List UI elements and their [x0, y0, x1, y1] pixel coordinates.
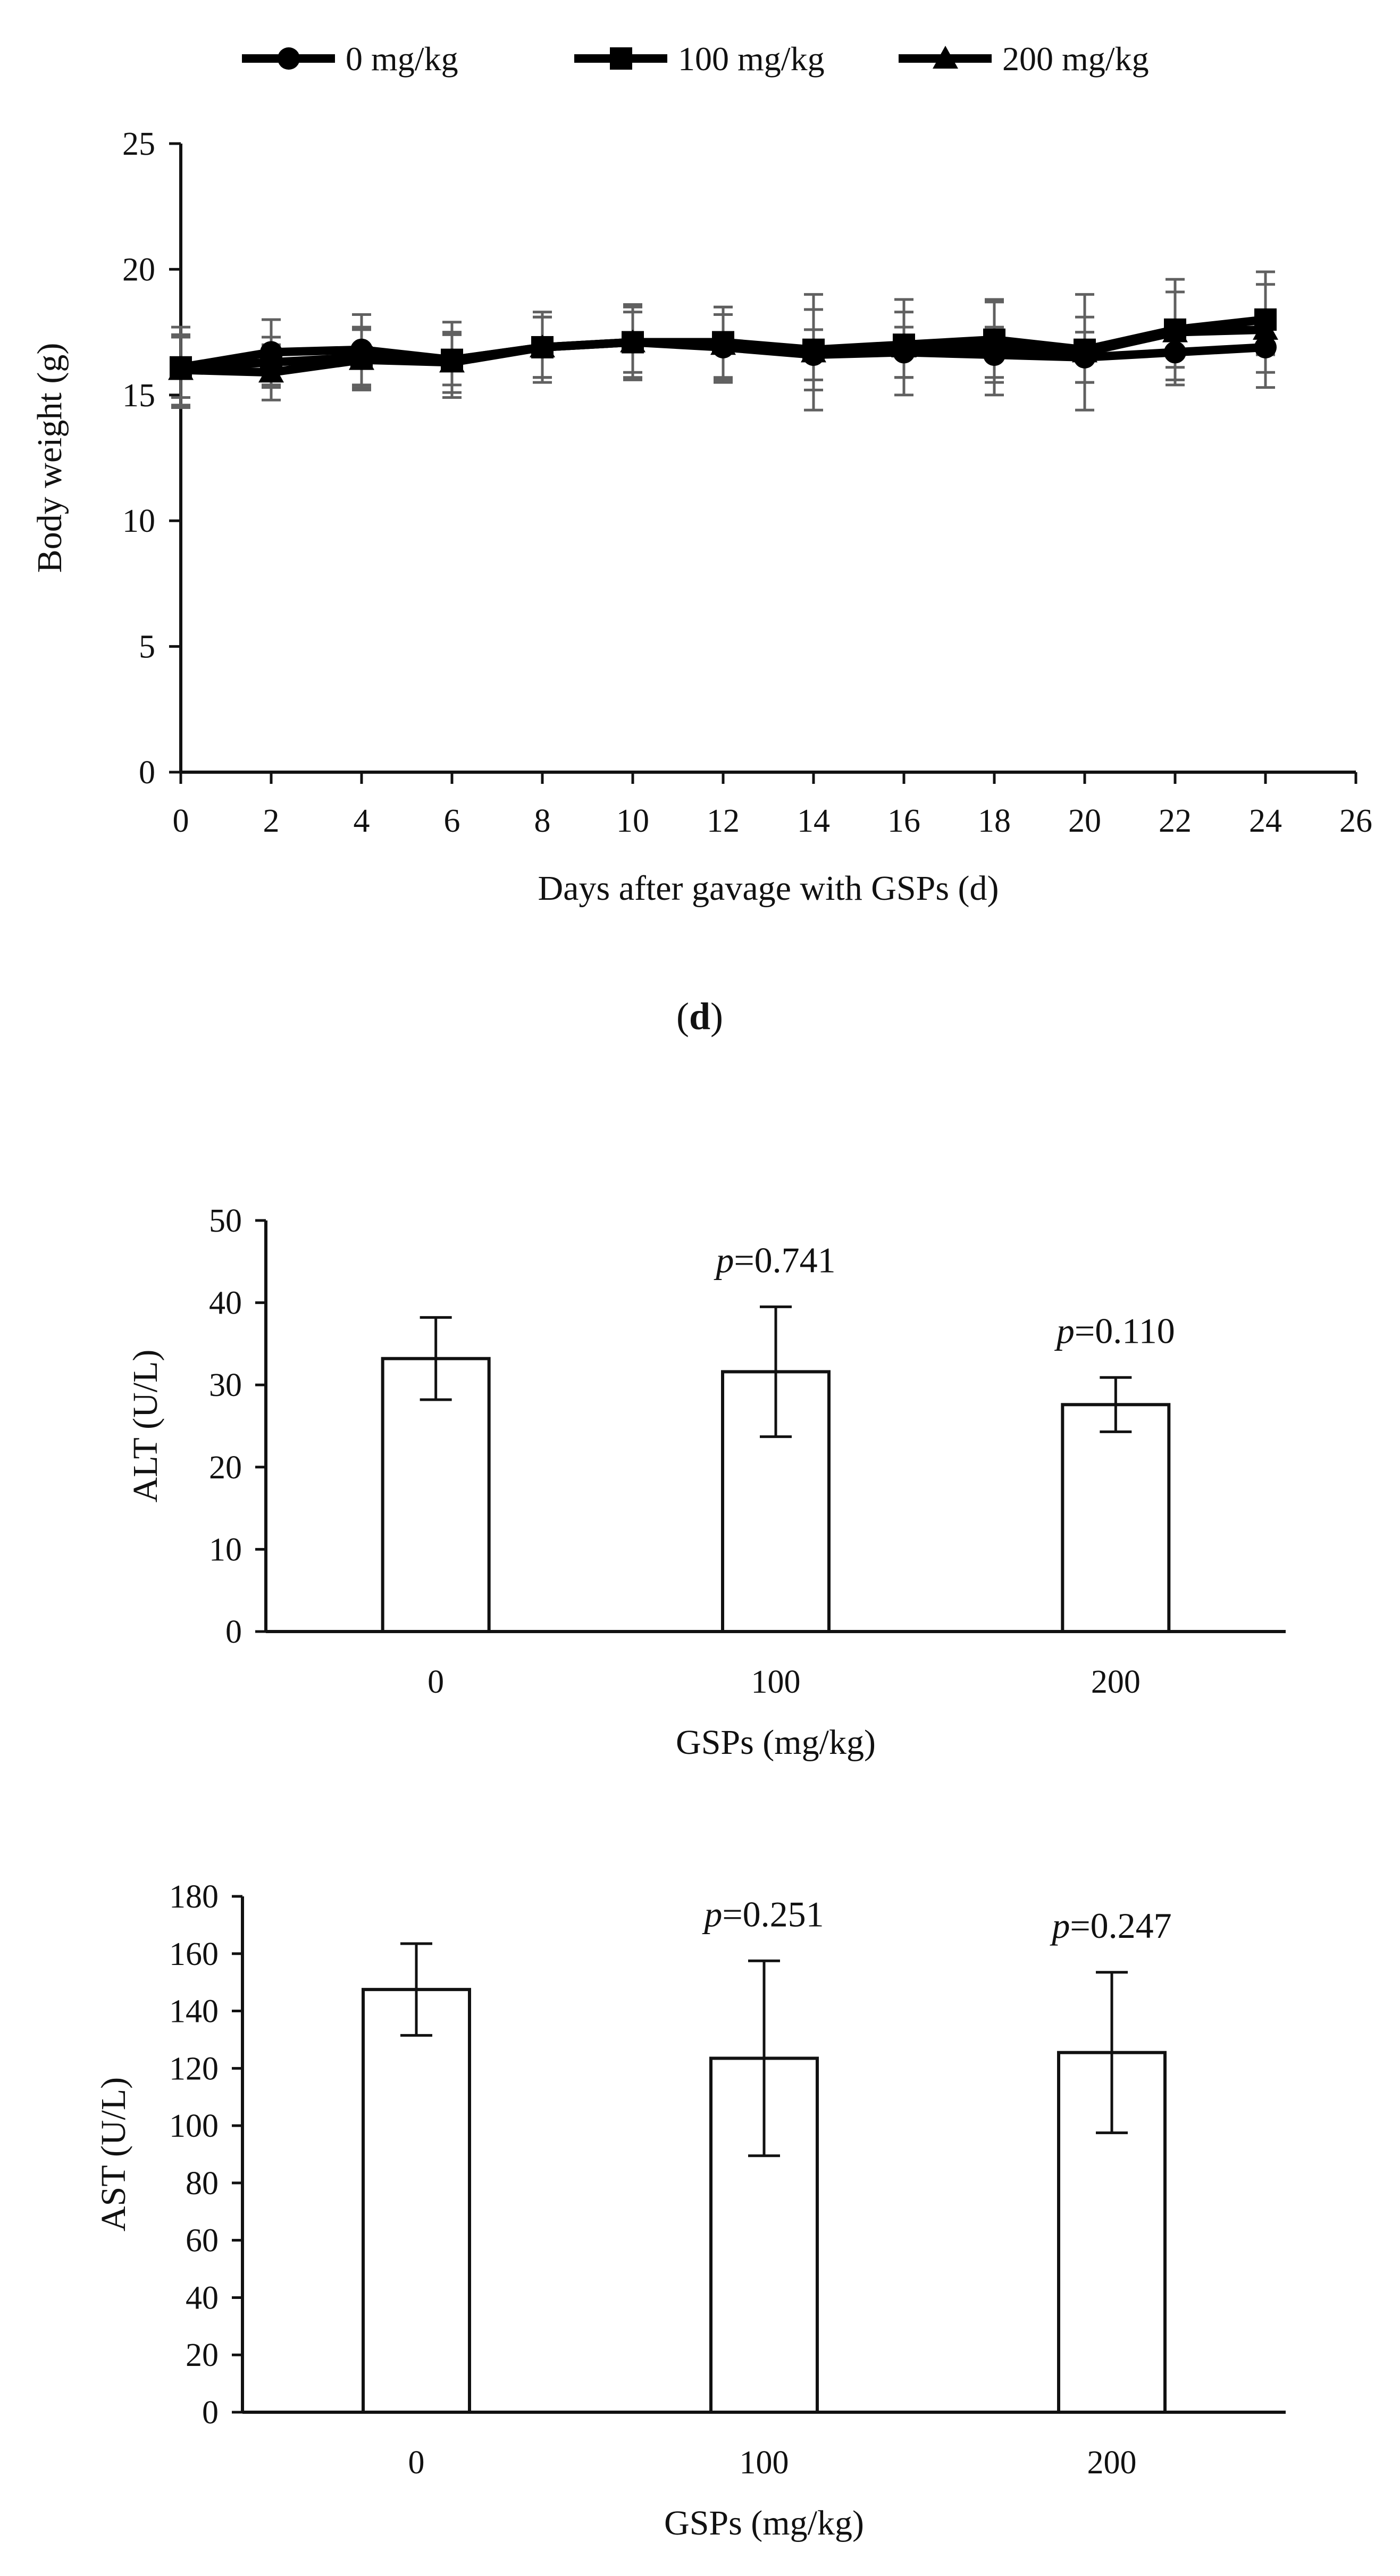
p-value: =0.110 [1075, 1310, 1175, 1351]
data-point [982, 334, 1007, 357]
y-tick-label: 15 [122, 378, 155, 414]
bar [362, 1988, 471, 2414]
p-symbol: p [702, 1894, 722, 1934]
data-point [530, 334, 555, 357]
x-axis-title: GSPs (mg/kg) [664, 2504, 864, 2542]
x-tick-label: 100 [751, 1664, 801, 1700]
x-axis-title: GSPs (mg/kg) [676, 1723, 876, 1762]
y-tick-label: 80 [186, 2165, 219, 2202]
x-tick-label: 24 [1249, 803, 1282, 839]
x-tick-label: 8 [534, 803, 551, 839]
y-tick-label: 0 [202, 2395, 219, 2431]
y-axis-title: AST (U/L) [94, 2077, 133, 2231]
y-tick-label: 25 [122, 126, 155, 162]
p-symbol: p [1050, 1905, 1070, 1946]
y-tick-label: 0 [225, 1614, 242, 1650]
x-tick-label: 0 [427, 1664, 444, 1700]
x-axis-title: Days after gavage with GSPs (d) [538, 869, 999, 908]
bar [1061, 1403, 1171, 1633]
legend-marker [278, 47, 300, 70]
y-axis-title: ALT (U/L) [126, 1350, 165, 1503]
data-point [258, 359, 284, 383]
p-value-label: p=0.247 [1050, 1905, 1171, 1946]
x-tick-label: 16 [887, 803, 920, 839]
x-tick-label: 6 [444, 803, 460, 839]
legend-label: 200 mg/kg [1002, 40, 1149, 78]
y-tick-label: 10 [209, 1532, 242, 1568]
y-tick-label: 20 [122, 252, 155, 288]
x-tick-label: 0 [408, 2445, 425, 2481]
data-point [1253, 316, 1278, 340]
legend-marker [933, 46, 958, 69]
legend-marker [610, 47, 632, 70]
y-tick-label: 120 [169, 2051, 219, 2087]
data-point [620, 329, 645, 353]
x-tick-label: 4 [354, 803, 370, 839]
y-tick-label: 180 [169, 1879, 219, 1915]
x-tick-label: 20 [1068, 803, 1101, 839]
x-tick-label: 12 [707, 803, 740, 839]
data-point [891, 334, 917, 357]
x-tick-label: 10 [616, 803, 649, 839]
y-tick-label: 140 [169, 1994, 219, 2030]
y-axis-title: Body weight (g) [30, 343, 69, 573]
x-tick-label: 200 [1091, 1664, 1141, 1700]
p-symbol: p [714, 1240, 734, 1280]
y-tick-label: 20 [186, 2337, 219, 2373]
x-tick-label: 14 [797, 803, 830, 839]
x-tick-label: 200 [1087, 2445, 1137, 2481]
legend-label: 0 mg/kg [346, 40, 458, 78]
y-tick-label: 60 [186, 2223, 219, 2259]
x-tick-label: 18 [978, 803, 1011, 839]
p-symbol: p [1054, 1310, 1075, 1351]
y-tick-label: 5 [139, 629, 155, 665]
data-point [1162, 319, 1188, 342]
p-value: =0.247 [1070, 1905, 1171, 1946]
y-tick-label: 50 [209, 1203, 242, 1239]
y-tick-label: 30 [209, 1367, 242, 1403]
data-point [1254, 336, 1277, 358]
y-tick-label: 40 [209, 1285, 242, 1322]
x-tick-label: 0 [173, 803, 189, 839]
legend-label: 100 mg/kg [678, 40, 825, 78]
y-tick-label: 0 [139, 755, 155, 791]
data-point [349, 347, 374, 370]
x-tick-label: 26 [1339, 803, 1372, 839]
y-tick-label: 100 [169, 2108, 219, 2144]
p-value: =0.251 [722, 1894, 824, 1934]
y-tick-label: 20 [209, 1450, 242, 1486]
x-tick-label: 2 [263, 803, 280, 839]
p-value-label: p=0.110 [1054, 1310, 1175, 1351]
y-tick-label: 160 [169, 1936, 219, 1972]
data-point [710, 332, 736, 355]
bar [381, 1357, 491, 1633]
x-tick-label: 100 [740, 2445, 789, 2481]
data-point [1164, 341, 1186, 364]
data-point [1072, 339, 1097, 363]
p-value-label: p=0.251 [702, 1894, 824, 1934]
y-tick-label: 40 [186, 2280, 219, 2316]
p-value-label: p=0.741 [714, 1240, 835, 1280]
data-point [439, 349, 465, 373]
data-point [168, 357, 194, 380]
panel-label: (d) [676, 995, 723, 1038]
y-tick-label: 10 [122, 503, 155, 539]
p-value: =0.741 [734, 1240, 835, 1280]
x-tick-label: 22 [1159, 803, 1192, 839]
data-point [801, 339, 826, 363]
